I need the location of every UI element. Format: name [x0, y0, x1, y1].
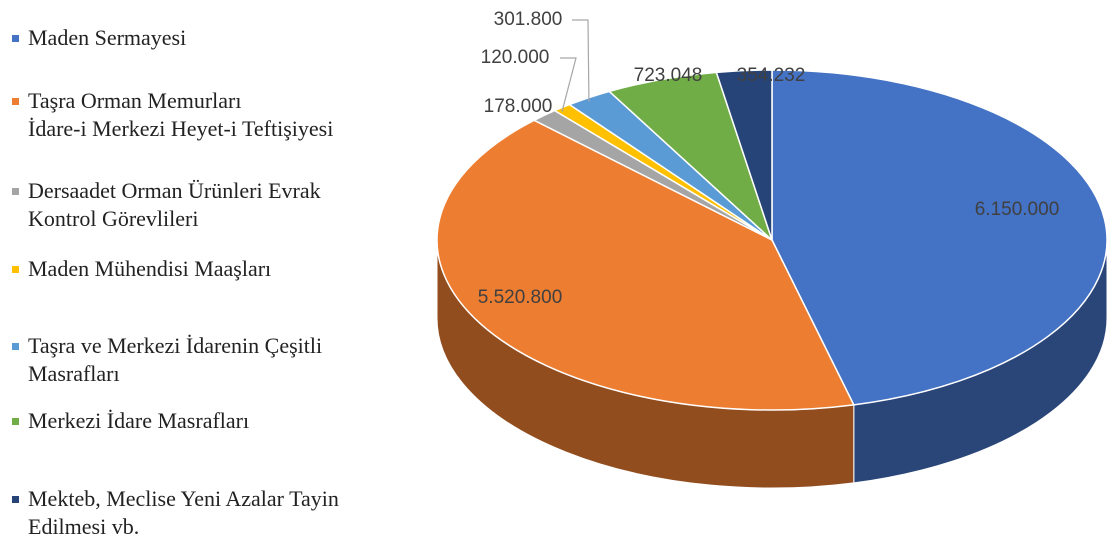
legend-entry: Maden Sermayesi — [12, 24, 186, 52]
legend-entry: Mekteb, Meclise Yeni Azalar Tayin Edilme… — [12, 485, 339, 541]
data-label: 6.150.000 — [975, 199, 1060, 220]
legend-entry: Taşra ve Merkezi İdarenin Çeşitli Masraf… — [12, 332, 322, 388]
legend-swatch — [12, 496, 19, 503]
legend-swatch — [12, 266, 19, 273]
data-label: 5.520.800 — [478, 287, 563, 308]
legend-swatch — [12, 188, 19, 195]
slice — [771, 69, 1107, 406]
legend-entry: Maden Mühendisi Maaşları — [12, 255, 271, 283]
legend-swatch — [12, 343, 19, 350]
legend-label: Taşra ve Merkezi İdarenin Çeşitli Masraf… — [28, 333, 323, 386]
data-label: 178.000 — [484, 96, 553, 117]
legend-entry: Dersaadet Orman Ürünleri Evrak Kontrol G… — [12, 177, 321, 233]
data-label: 354.232 — [737, 65, 806, 86]
legend-entry: Merkezi İdare Masrafları — [12, 407, 249, 435]
leader-line — [572, 19, 590, 102]
leader-line — [560, 57, 577, 112]
legend-swatch — [12, 418, 19, 425]
legend-swatch — [12, 35, 19, 42]
legend-label: Merkezi İdare Masrafları — [28, 408, 250, 433]
slice — [715, 69, 773, 241]
legend-label: Taşra Orman Memurları İdare-i Merkezi He… — [28, 88, 334, 141]
slice — [436, 119, 855, 411]
legend-label: Dersaadet Orman Ürünleri Evrak Kontrol G… — [28, 178, 321, 231]
legend-label: Mekteb, Meclise Yeni Azalar Tayin Edilme… — [28, 486, 339, 539]
legend-label: Maden Mühendisi Maaşları — [28, 256, 272, 281]
legend-label: Maden Sermayesi — [28, 25, 187, 50]
legend-swatch — [12, 98, 19, 105]
legend-entry: Taşra Orman Memurları İdare-i Merkezi He… — [12, 87, 333, 143]
data-label: 301.800 — [494, 9, 563, 30]
data-label: 723.048 — [634, 65, 703, 86]
data-label: 120.000 — [481, 47, 550, 68]
